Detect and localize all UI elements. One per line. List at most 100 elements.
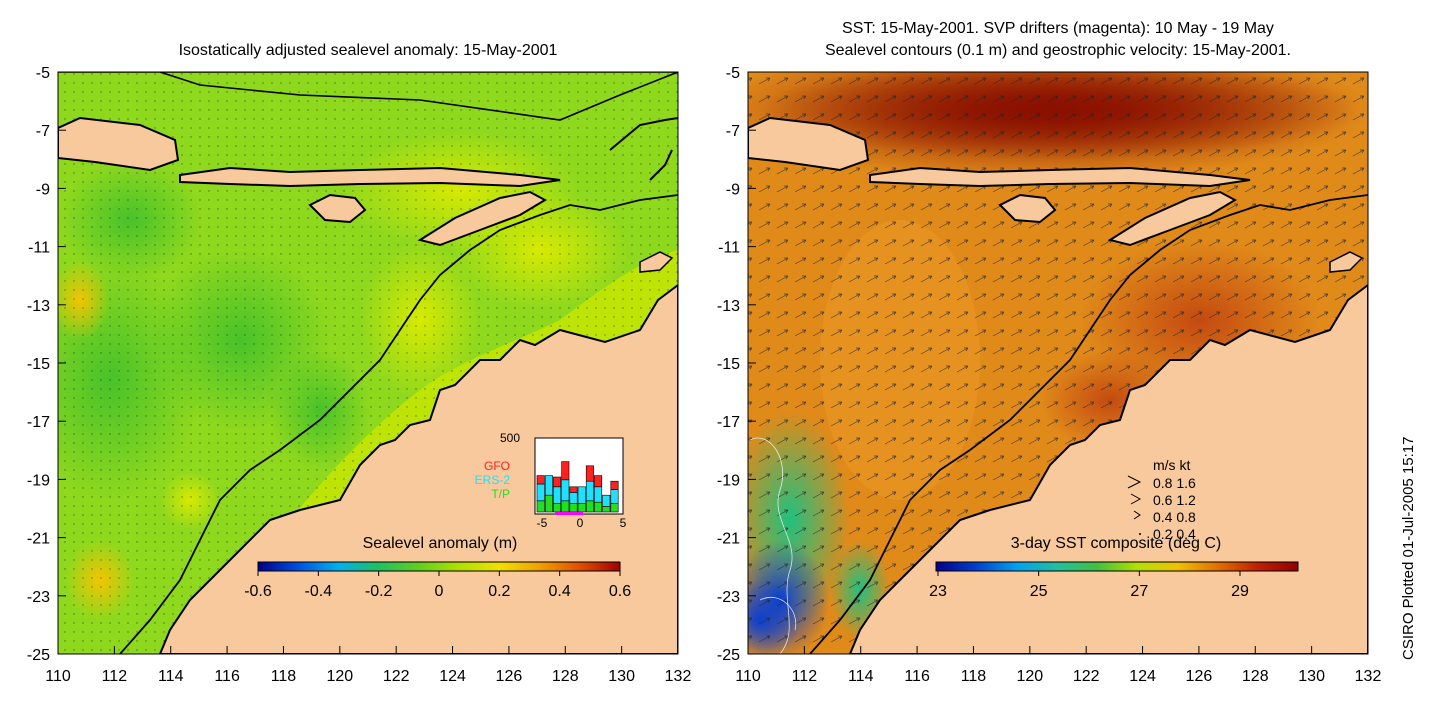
x-tick-label: 116 — [214, 668, 240, 685]
inset-bar-ers — [569, 492, 578, 504]
sumba-island — [308, 193, 367, 224]
ssh-colorbar-tick: -0.2 — [365, 583, 393, 600]
inset-bar-ers — [553, 486, 562, 504]
inset-bar-tp — [585, 500, 594, 513]
y-tick-label: -5 — [36, 65, 50, 82]
inset-bar-gfo — [553, 476, 562, 488]
inset-bar-ers — [577, 486, 586, 504]
x-tick-label: 128 — [1242, 668, 1269, 685]
altimeter-histogram-inset: 500 GFO ERS-2 T/P -5 0 5 — [475, 431, 627, 530]
y-tick-label: -23 — [717, 589, 740, 606]
inset-bar-tp — [536, 500, 545, 513]
right-map-axes: 110 112 114 116 118 120 122 124 126 128 130 132 -5 -7… — [717, 65, 1382, 685]
x-tick-label: 120 — [1016, 668, 1043, 685]
inset-bar-gfo — [585, 465, 594, 482]
y-tick-label: -9 — [726, 181, 740, 198]
inset-bar-tp — [577, 503, 586, 513]
y-tick-label: -17 — [717, 414, 740, 431]
sst-colorbar: 3-day SST composite (deg C) 23 25 27 29 — [929, 535, 1299, 600]
inset-bar-tp — [544, 494, 553, 513]
y-tick-label: -7 — [36, 123, 50, 140]
x-tick-label: 122 — [383, 668, 410, 685]
y-tick-label: -25 — [717, 647, 740, 664]
velocity-legend-row-1: 0.6 1.2 — [1153, 492, 1196, 508]
inset-xtick-2: 5 — [620, 516, 627, 530]
inset-bar-ers — [536, 483, 545, 502]
inset-bar-tp — [561, 500, 570, 513]
x-tick-label: 124 — [1129, 668, 1156, 685]
y-tick-label: -5 — [726, 65, 740, 82]
sst-colorbar-strip — [935, 561, 1299, 572]
sst-colorbar-label: 3-day SST composite (deg C) — [1011, 535, 1221, 552]
y-tick-label: -15 — [27, 356, 50, 373]
y-tick-label: -13 — [27, 298, 50, 315]
y-tick-label: -21 — [717, 531, 740, 548]
sst-colorbar-tick: 25 — [1030, 583, 1048, 600]
y-tick-label: -21 — [27, 531, 50, 548]
inset-bar-gfo — [610, 480, 619, 490]
x-tick-label: 132 — [665, 668, 692, 685]
shelf-isobath — [119, 194, 678, 654]
x-tick-label: 132 — [1355, 668, 1382, 685]
y-tick-label: -17 — [27, 414, 50, 431]
ssh-colorbar-tick: -0.6 — [244, 583, 272, 600]
ssh-colorbar-strip — [257, 561, 621, 572]
x-tick-label: 122 — [1073, 668, 1100, 685]
inset-ymax-label: 500 — [500, 431, 520, 445]
left-map-axes: 110 112 114 116 118 120 122 124 126 128 130 132 -5 -7… — [27, 65, 692, 685]
velocity-legend-header: m/s kt — [1153, 457, 1190, 473]
inset-bar-gfo — [561, 461, 570, 481]
inset-bar-tp — [610, 503, 619, 513]
x-tick-label: 110 — [735, 668, 761, 685]
inset-legend-tp: T/P — [491, 487, 510, 501]
x-tick-label: 114 — [158, 668, 184, 685]
inset-xtick-0: -5 — [537, 516, 548, 530]
x-tick-label: 124 — [439, 668, 466, 685]
inset-bar-tp — [594, 501, 603, 513]
y-tick-label: -11 — [718, 240, 740, 257]
ssh-colorbar-tick: 0 — [435, 583, 444, 600]
inset-bar-gfo — [594, 475, 603, 488]
inset-bar-tp — [553, 503, 562, 513]
inset-bar-ers — [585, 480, 594, 502]
x-tick-label: 118 — [271, 668, 297, 685]
x-tick-label: 116 — [904, 668, 930, 685]
inset-bar-tp — [569, 503, 578, 513]
x-tick-label: 120 — [326, 668, 353, 685]
ssh-colorbar-tick: 0.6 — [609, 583, 631, 600]
x-tick-label: 110 — [45, 668, 71, 685]
sst-colorbar-tick: 29 — [1231, 583, 1249, 600]
velocity-legend-row-0: 0.8 1.6 — [1153, 475, 1196, 491]
ssh-colorbar-tick: 0.4 — [549, 583, 571, 600]
java-bali-land — [58, 116, 180, 172]
inset-legend-gfo: GFO — [484, 459, 510, 473]
inset-bar-ers — [544, 475, 553, 496]
y-tick-label: -15 — [717, 356, 740, 373]
timor-island — [417, 190, 548, 247]
x-tick-label: 112 — [102, 668, 128, 685]
y-tick-label: -25 — [27, 647, 50, 664]
inset-legend-ers2: ERS-2 — [475, 473, 511, 487]
x-tick-label: 114 — [848, 668, 874, 685]
inset-bar-ers — [602, 494, 611, 507]
y-tick-label: -9 — [36, 181, 50, 198]
y-tick-label: -13 — [717, 298, 740, 315]
lesser-sunda-islands — [179, 166, 561, 188]
velocity-legend-row-2: 0.4 0.8 — [1153, 509, 1196, 525]
inset-bar-ers — [610, 489, 619, 504]
x-tick-label: 128 — [552, 668, 579, 685]
y-tick-label: -19 — [27, 472, 50, 489]
x-tick-label: 130 — [608, 668, 635, 685]
y-tick-label: -11 — [28, 240, 50, 257]
ssh-colorbar-tick: -0.4 — [305, 583, 333, 600]
sst-colorbar-tick: 23 — [929, 583, 947, 600]
inset-bar-tp — [602, 506, 611, 513]
sst-colorbar-tick: 27 — [1130, 583, 1148, 600]
right-panel-title-line1: SST: 15-May-2001. SVP drifters (magenta)… — [842, 20, 1274, 37]
velocity-legend: m/s kt 0.8 1.6 0.6 1.2 0.4 0.8 0.2 0.4 — [1127, 457, 1196, 542]
ssh-colorbar-tick: 0.2 — [488, 583, 510, 600]
velocity-legend-row-3: 0.2 0.4 — [1153, 526, 1196, 542]
drifter-window-marker — [555, 512, 583, 515]
x-tick-label: 130 — [1298, 668, 1325, 685]
inset-bar-ers — [561, 479, 570, 502]
